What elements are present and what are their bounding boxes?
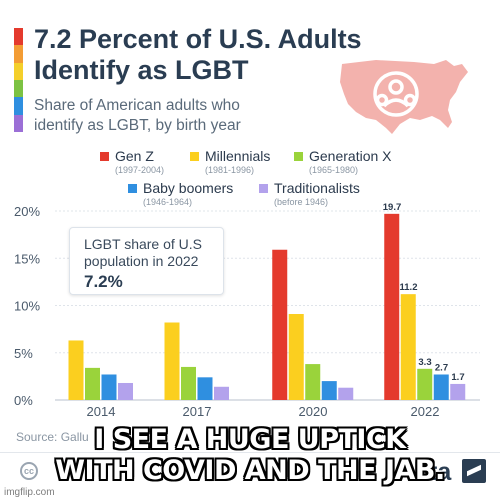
meme-caption: I SEE A HUGE UPTICK WITH COVID AND THE J…: [0, 424, 500, 486]
bar: [272, 249, 288, 400]
data-label: 11.2: [400, 282, 418, 293]
bar: [450, 383, 466, 400]
legend-years: (1997-2004): [115, 165, 165, 175]
y-tick-label: 20%: [14, 204, 40, 219]
chart-title-line-2: Identify as LGBT: [34, 55, 249, 85]
y-tick-label: 0%: [14, 393, 33, 408]
bar-chart: 0% 5% 10% 15% 20% 2014 2017 2020 19.7 11.2 3.3 2.71…: [14, 202, 480, 419]
usa-map-people-icon: [340, 60, 468, 134]
accent-stripe-segment: [14, 45, 23, 63]
chart-subtitle-line-1: Share of American adults who: [34, 97, 240, 114]
chart-subtitle: Share of American adults who identify as…: [34, 96, 241, 136]
bar: [417, 368, 433, 400]
bar: [321, 381, 337, 400]
y-tick-label: 10%: [14, 299, 40, 314]
accent-stripe-segment: [14, 28, 23, 46]
bar: [181, 366, 196, 400]
creative-commons-icon: cc: [20, 462, 38, 480]
bar: [384, 213, 400, 400]
legend-swatch: [294, 152, 303, 161]
accent-stripe-segment: [14, 62, 23, 80]
chart-title: 7.2 Percent of U.S. Adults Identify as L…: [34, 24, 362, 86]
bar: [214, 386, 229, 400]
bar: [288, 314, 304, 400]
footer-divider: [0, 452, 500, 453]
accent-stripe-segment: [14, 97, 23, 115]
legend-label: Generation X: [309, 148, 392, 164]
legend-years: (1981-1996): [205, 165, 255, 175]
callout-text-line-1: LGBT share of U.S: [84, 236, 203, 252]
callout-text-line-2: population in 2022: [84, 253, 199, 269]
data-label: 3.3: [418, 357, 431, 368]
imgflip-watermark: imgflip.com: [4, 487, 55, 498]
lgbt-share-callout: LGBT share of U.S population in 2022 7.2…: [69, 227, 224, 295]
legend-label: Gen Z: [115, 148, 154, 164]
bar: [197, 377, 213, 400]
bar: [433, 374, 449, 400]
accent-stripe-segment: [14, 79, 23, 98]
usa-map-shape: [340, 60, 468, 134]
people-group-icon: [373, 71, 419, 117]
y-tick-label: 15%: [14, 251, 40, 266]
x-tick-label: 2022: [411, 404, 440, 419]
source-note: Source: Gallu: [16, 430, 89, 444]
meme-caption-line-2: WITH COVID AND THE JAB.: [55, 455, 445, 486]
bar: [118, 382, 133, 400]
bar: [305, 364, 321, 400]
bar: [164, 322, 180, 400]
callout-value: 7.2%: [84, 272, 123, 291]
title-accent-stripe: [14, 28, 23, 132]
brand-logo-text: ta: [429, 458, 452, 486]
x-tick-label: 2017: [183, 404, 212, 419]
bar: [85, 367, 100, 400]
legend-label: Millennials: [205, 148, 271, 164]
chart-title-line-1: 7.2 Percent of U.S. Adults: [34, 24, 362, 54]
brand-logo-icon: [462, 459, 486, 483]
accent-stripe-segment: [14, 114, 23, 132]
meme-caption-line-1: I SEE A HUGE UPTICK: [94, 424, 406, 455]
bar: [68, 340, 84, 400]
legend-label: Traditionalists: [274, 180, 360, 196]
data-label: 2.7: [435, 362, 448, 373]
y-tick-label: 5%: [14, 346, 33, 361]
data-label: 1.7: [451, 372, 464, 383]
data-label: 19.7: [383, 202, 402, 213]
legend-swatch: [259, 184, 268, 193]
chart-subtitle-line-2: identify as LGBT, by birth year: [34, 117, 241, 134]
legend-swatch: [128, 184, 137, 193]
bar: [400, 294, 416, 400]
legend-label: Baby boomers: [143, 180, 234, 196]
bar: [101, 374, 117, 400]
bar: [338, 387, 354, 400]
legend-swatch: [190, 152, 199, 161]
legend-swatch: [100, 152, 109, 161]
x-tick-label: 2020: [299, 404, 328, 419]
legend-years: (1965-1980): [309, 165, 359, 175]
x-tick-label: 2014: [87, 404, 116, 419]
